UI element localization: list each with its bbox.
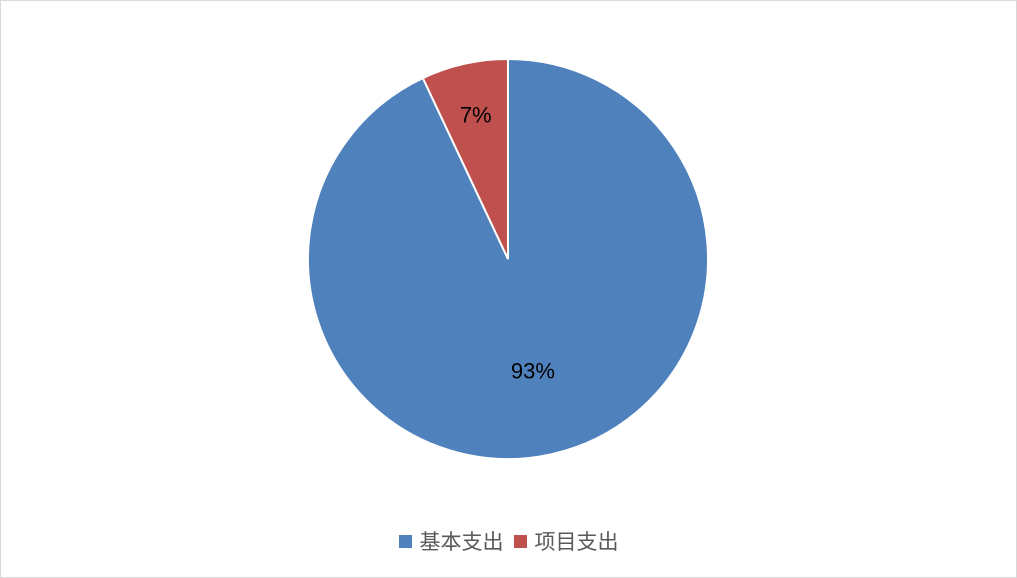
legend-item-basic: 基本支出	[398, 526, 504, 556]
legend-label-basic: 基本支出	[419, 530, 504, 554]
legend-swatch-project	[513, 534, 527, 548]
pie-slice-project	[421, 57, 509, 260]
legend-label-project: 项目支出	[534, 530, 619, 554]
legend: 基本支出 项目支出	[0, 526, 1017, 556]
data-label-basic: 93%	[511, 358, 555, 383]
legend-item-project: 项目支出	[513, 526, 619, 556]
legend-swatch-basic	[398, 534, 412, 548]
data-label-project: 7%	[460, 103, 492, 128]
